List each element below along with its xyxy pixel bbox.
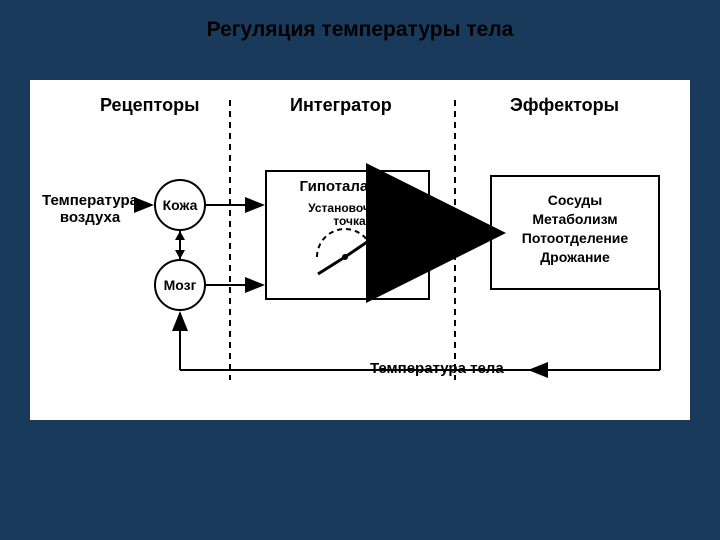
effectors-list: Сосуды Метаболизм Потоотделение Дрожание bbox=[492, 191, 658, 267]
node-hypothalamus: Гипоталамус Установочная точка bbox=[265, 170, 430, 300]
col-header-receptors: Рецепторы bbox=[100, 95, 199, 116]
node-skin-label: Кожа bbox=[163, 197, 198, 213]
node-brain-label: Мозг bbox=[164, 277, 197, 293]
page-title: Регуляция температуры тела bbox=[0, 18, 720, 42]
node-effectors: Сосуды Метаболизм Потоотделение Дрожание bbox=[490, 175, 660, 290]
hypothalamus-label: Гипоталамус bbox=[267, 178, 428, 195]
node-brain: Мозг bbox=[154, 259, 206, 311]
input-air-temp: Температура воздуха bbox=[35, 192, 145, 227]
node-skin: Кожа bbox=[154, 179, 206, 231]
col-header-integrator: Интегратор bbox=[290, 95, 392, 116]
feedback-label: Температура тела bbox=[370, 360, 504, 377]
setpoint-label: Установочная точка bbox=[297, 202, 402, 228]
col-header-effectors: Эффекторы bbox=[510, 95, 619, 116]
